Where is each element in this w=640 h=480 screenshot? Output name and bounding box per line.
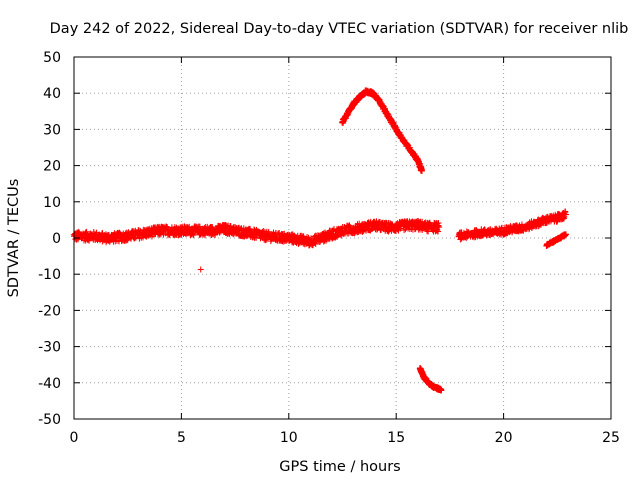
- data-point: [562, 211, 569, 218]
- y-axis-label: SDTVAR / TECUs: [6, 179, 22, 298]
- y-tick-label: 50: [43, 50, 61, 66]
- y-tick-label: -30: [38, 340, 61, 356]
- x-tick-label: 25: [602, 430, 620, 446]
- x-tick-label: 10: [280, 430, 298, 446]
- y-tick-label: -40: [38, 376, 61, 392]
- series-low-arc: [416, 365, 445, 394]
- x-tick-label: 0: [70, 430, 79, 446]
- data-point: [334, 233, 341, 240]
- data-point: [196, 223, 203, 230]
- axis-ticks: 0 5 10 15 20 25 -50 -40 -30 -20 -10 0 10 20 30 40 50: [38, 50, 620, 446]
- series-outlier: [197, 266, 204, 273]
- data-point: [435, 222, 442, 229]
- data-point: [438, 387, 445, 394]
- series-high-arc: [339, 87, 425, 175]
- series-late-segment: [543, 231, 569, 250]
- y-tick-label: 20: [43, 159, 61, 175]
- y-tick-label: -20: [38, 303, 61, 319]
- data-layer: [70, 87, 569, 394]
- grid: [74, 57, 611, 419]
- x-tick-label: 15: [387, 430, 405, 446]
- y-tick-label: 30: [43, 122, 61, 138]
- data-point: [433, 227, 440, 234]
- data-point: [377, 227, 384, 234]
- data-point: [190, 232, 197, 239]
- data-point: [425, 228, 432, 235]
- data-point: [197, 266, 204, 273]
- y-tick-label: 10: [43, 195, 61, 211]
- x-axis-label: GPS time / hours: [279, 459, 400, 475]
- series-evening-band: [455, 208, 569, 243]
- y-tick-label: -10: [38, 267, 61, 283]
- chart-title: Day 242 of 2022, Sidereal Day-to-day VTE…: [50, 21, 629, 37]
- data-point: [83, 228, 90, 235]
- data-point: [562, 231, 569, 238]
- y-tick-label: 0: [52, 231, 61, 247]
- x-tick-label: 5: [177, 430, 186, 446]
- y-tick-label: 40: [43, 86, 61, 102]
- x-tick-label: 20: [495, 430, 513, 446]
- series-main-band: [70, 218, 443, 249]
- data-point: [401, 227, 408, 234]
- data-point: [418, 167, 425, 174]
- y-tick-label: -50: [38, 412, 61, 428]
